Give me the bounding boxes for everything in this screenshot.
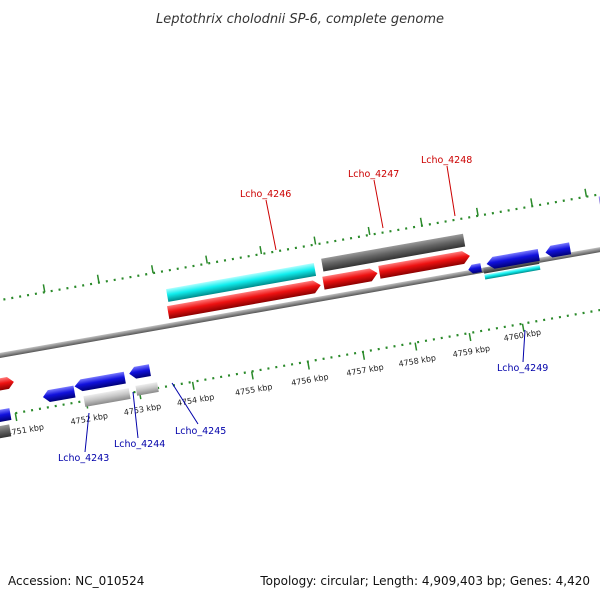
gene-label-lcho-4245[interactable]: Lcho_4245: [175, 426, 226, 437]
gene-cds-blue-lcho-4249: [486, 248, 540, 269]
gene-label-lcho-4247[interactable]: Lcho_4247: [348, 169, 399, 180]
upper-tick-ruler: [0, 178, 600, 316]
major-tick: [367, 226, 371, 236]
gene-cds-cyan-small: [484, 264, 541, 280]
major-tick: [96, 274, 100, 283]
kbp-label: 4759 kbp: [452, 344, 491, 359]
gene-label-lcho-4243[interactable]: Lcho_4243: [58, 453, 109, 464]
gene-cds-blue: [545, 242, 572, 258]
gene-label-leaders: [84, 165, 526, 453]
gene-light-lcho-4244: [83, 388, 131, 407]
lower-ruler-dots: [0, 290, 600, 429]
kbp-label: 4758 kbp: [398, 353, 437, 368]
major-tick: [362, 351, 366, 360]
major-tick: [259, 245, 263, 255]
gene-cds-cyan: [166, 263, 317, 302]
leader-lcho-4244: [132, 391, 139, 439]
gene-label-lcho-4246[interactable]: Lcho_4246: [240, 189, 291, 200]
major-tick: [313, 236, 317, 245]
reverse-row: [0, 242, 572, 442]
major-tick: [191, 381, 195, 390]
topology-text: Topology: circular; Length: 4,909,403 bp…: [260, 574, 590, 588]
leader-lcho-4249: [522, 329, 526, 363]
gene-pseudo-dark: [321, 233, 466, 272]
gene-light-lcho-4245: [135, 382, 159, 396]
kbp-label: 4756 kbp: [291, 372, 330, 387]
accession-text: Accession: NC_010524: [8, 574, 145, 588]
leader-lcho-4245: [171, 382, 199, 425]
gene-cds-blue: [468, 263, 482, 274]
leader-lcho-4247: [373, 179, 384, 229]
gene-label-lcho-4248[interactable]: Lcho_4248: [421, 155, 472, 166]
major-tick: [584, 188, 588, 197]
map-title: Leptothrix cholodnii SP-6, complete geno…: [156, 12, 444, 27]
gene-cds-blue: [0, 408, 12, 423]
major-tick: [475, 207, 479, 216]
gene-cds-red-lcho-4247: [322, 268, 378, 290]
leader-lcho-4248: [446, 165, 456, 217]
kbp-label: 4760 kbp: [503, 328, 542, 343]
gene-cds-blue: [129, 364, 151, 379]
forward-inner-row: [0, 251, 541, 396]
major-tick: [521, 323, 525, 332]
gene-cds-blue: [42, 385, 76, 402]
gene-cds-red: [0, 377, 14, 396]
kbp-label: 4751 kbp: [6, 422, 45, 437]
map-track: 4751 kbp 4752 kbp 4753 kbp 4754 kbp 4755…: [0, 178, 600, 442]
genome-backbone: [0, 223, 600, 378]
major-tick: [150, 265, 154, 274]
forward-outer-row: [166, 191, 600, 302]
kbp-label: 4754 kbp: [176, 392, 215, 407]
major-tick: [205, 255, 209, 264]
kbp-label: 4757 kbp: [346, 363, 385, 378]
gene-cds-red-lcho-4246: [167, 280, 321, 319]
gene-label-lcho-4244[interactable]: Lcho_4244: [114, 439, 165, 450]
leader-lcho-4243: [84, 412, 90, 453]
gene-cds-blue-lcho-4243: [74, 371, 126, 392]
major-tick: [468, 332, 472, 342]
kbp-label: 4755 kbp: [234, 382, 273, 397]
kbp-label: 4753 kbp: [123, 402, 162, 417]
major-tick: [42, 284, 46, 293]
gene-pseudo-dark: [0, 424, 12, 442]
major-tick: [250, 371, 254, 380]
major-tick: [419, 217, 423, 226]
leader-lcho-4246: [265, 199, 277, 251]
gene-labels: Lcho_4243 Lcho_4244 Lcho_4245 Lcho_4246 …: [58, 155, 548, 464]
gene-cds-red-lcho-4248: [378, 251, 470, 279]
major-tick: [414, 342, 418, 351]
major-tick: [530, 198, 533, 207]
major-tick: [14, 413, 18, 422]
gene-label-lcho-4249[interactable]: Lcho_4249: [497, 363, 548, 374]
major-tick: [307, 361, 310, 370]
